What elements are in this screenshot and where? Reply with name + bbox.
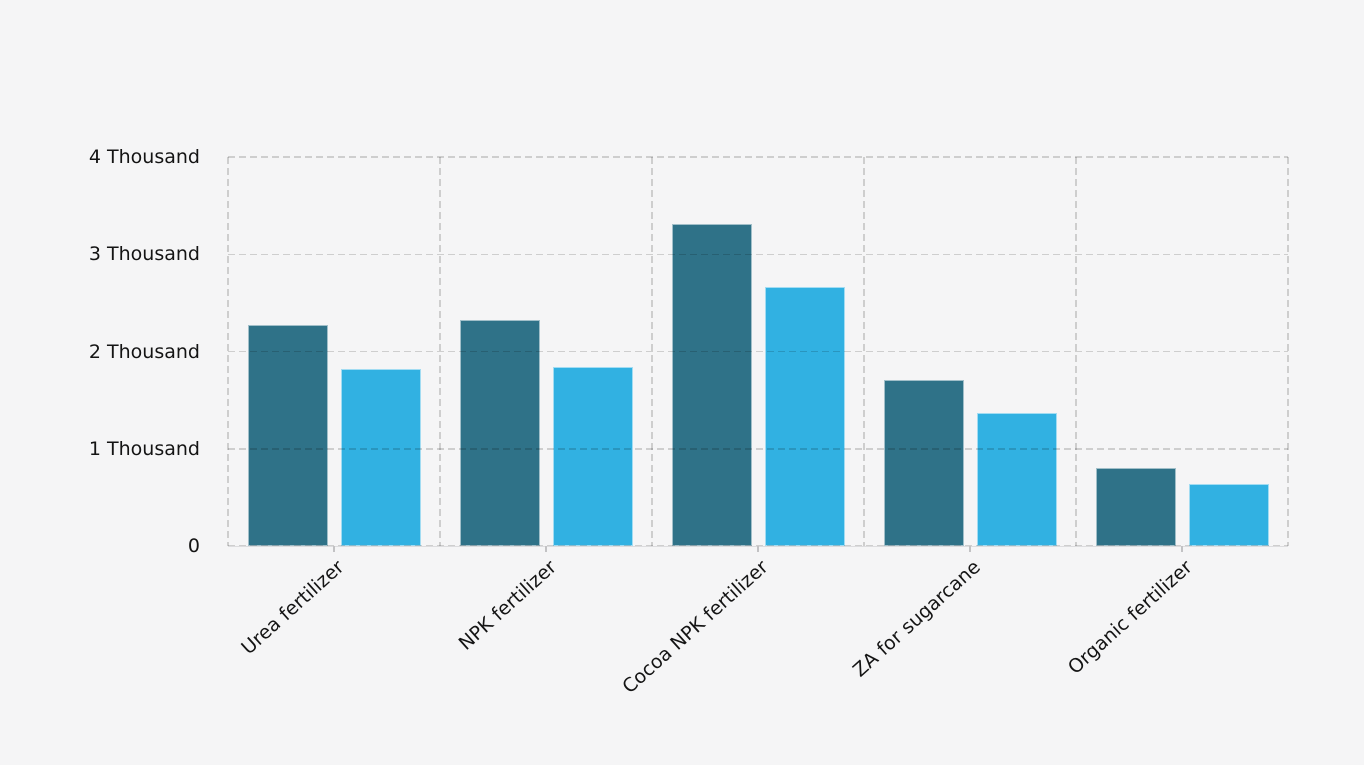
x-axis-label-organic-fertilizer: Organic fertilizer bbox=[1063, 556, 1197, 679]
y-axis-tick-label: 1 Thousand bbox=[88, 437, 200, 460]
bar-urea-fertilizer-series-2[interactable] bbox=[340, 369, 421, 546]
y-axis-tick-label: 4 Thousand bbox=[88, 146, 200, 168]
x-axis-label-npk-fertilizer: NPK fertilizer bbox=[454, 556, 561, 655]
gridline-vertical bbox=[439, 157, 441, 546]
x-axis-label-za-for-sugarcane: ZA for sugarcane bbox=[848, 556, 985, 682]
x-axis-tick bbox=[969, 546, 971, 552]
gridline-vertical bbox=[863, 157, 865, 546]
x-axis-tick bbox=[545, 546, 547, 552]
gridline-vertical bbox=[651, 157, 653, 546]
bar-za-for-sugarcane-series-2[interactable] bbox=[976, 412, 1057, 546]
gridline-horizontal bbox=[228, 156, 1288, 158]
x-axis-tick bbox=[757, 546, 759, 552]
y-axis-tick-label: 2 Thousand bbox=[88, 340, 200, 363]
bar-npk-fertilizer-series-1[interactable] bbox=[459, 320, 540, 546]
bar-organic-fertilizer-series-2[interactable] bbox=[1188, 483, 1269, 546]
plot-area bbox=[227, 156, 1289, 547]
x-axis-label-urea-fertilizer: Urea fertilizer bbox=[237, 556, 349, 660]
gridline-horizontal bbox=[228, 350, 1288, 353]
bar-urea-fertilizer-series-1[interactable] bbox=[247, 325, 328, 546]
y-axis-tick-label: 0 bbox=[187, 535, 200, 557]
gridline-vertical bbox=[1287, 157, 1289, 546]
x-axis-tick bbox=[1181, 546, 1183, 552]
bar-cocoa-npk-fertilizer-series-2[interactable] bbox=[764, 287, 845, 546]
x-axis-tick bbox=[333, 546, 335, 552]
x-axis-label-cocoa-npk-fertilizer: Cocoa NPK fertilizer bbox=[618, 556, 773, 698]
bar-organic-fertilizer-series-1[interactable] bbox=[1095, 468, 1176, 546]
gridline-vertical bbox=[227, 157, 229, 546]
bar-cocoa-npk-fertilizer-series-1[interactable] bbox=[671, 224, 752, 546]
gridline-horizontal bbox=[228, 253, 1288, 255]
y-axis-tick-label: 3 Thousand bbox=[88, 243, 200, 266]
bar-za-for-sugarcane-series-1[interactable] bbox=[883, 379, 964, 546]
gridline-vertical bbox=[1075, 157, 1077, 546]
bar-npk-fertilizer-series-2[interactable] bbox=[552, 367, 633, 546]
